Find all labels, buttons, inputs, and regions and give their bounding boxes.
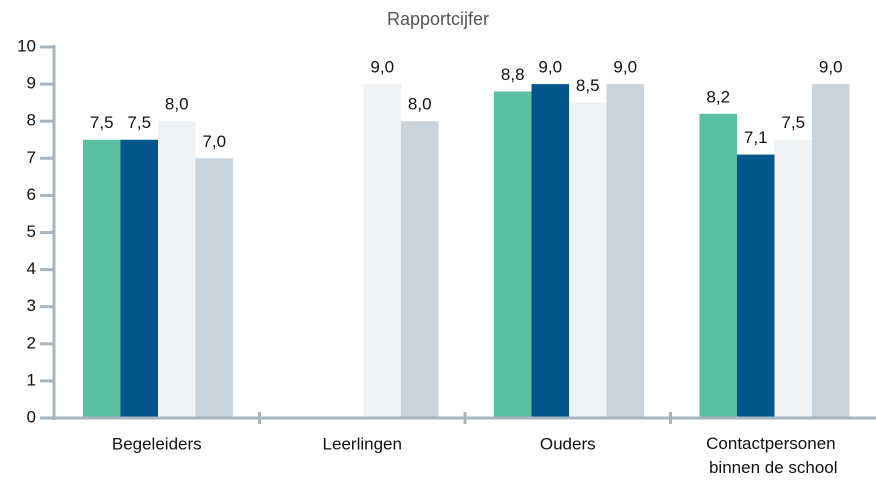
data-label: 7,5 [127, 113, 151, 132]
data-label: 9,0 [538, 58, 562, 77]
y-tick-label: 1 [27, 370, 36, 389]
bar [531, 84, 569, 418]
y-tick-label: 7 [27, 148, 36, 167]
data-label: 8,0 [165, 95, 189, 114]
x-tick-label: Begeleiders [112, 434, 202, 453]
data-label: 8,5 [576, 76, 600, 95]
y-tick-label: 6 [27, 185, 36, 204]
x-tick-label: Contactpersonen binnen de school [706, 434, 840, 477]
data-label: 7,5 [781, 113, 805, 132]
bar [699, 113, 737, 418]
data-label: 9,0 [613, 58, 637, 77]
y-tick-label: 9 [27, 74, 36, 93]
y-tick-label: 4 [27, 259, 36, 278]
bar [774, 139, 812, 418]
x-tick-label: Leerlingen [323, 434, 402, 453]
data-label: 9,0 [370, 58, 394, 77]
bar [569, 102, 607, 419]
bar [606, 84, 644, 418]
chart-title: Rapportcijfer [387, 9, 489, 29]
data-label: 7,1 [744, 128, 768, 147]
bar [812, 84, 850, 418]
bar [494, 91, 532, 419]
y-tick-label: 2 [27, 333, 36, 352]
y-tick-label: 0 [27, 407, 36, 426]
bar [158, 121, 196, 418]
data-label: 8,8 [501, 65, 525, 84]
data-label: 8,2 [706, 87, 730, 106]
data-label: 9,0 [819, 58, 843, 77]
data-label: 7,5 [90, 113, 114, 132]
bar [363, 84, 401, 418]
bar [737, 154, 775, 418]
y-tick-label: 10 [17, 36, 36, 55]
bar [195, 158, 233, 419]
y-tick-label: 3 [27, 296, 36, 315]
data-label: 8,0 [408, 95, 432, 114]
bar [401, 121, 439, 418]
y-tick-label: 8 [27, 111, 36, 130]
data-label: 7,0 [202, 132, 226, 151]
y-tick-label: 5 [27, 222, 36, 241]
bar [120, 139, 158, 418]
bar [83, 139, 121, 418]
x-tick-label: Ouders [540, 434, 596, 453]
